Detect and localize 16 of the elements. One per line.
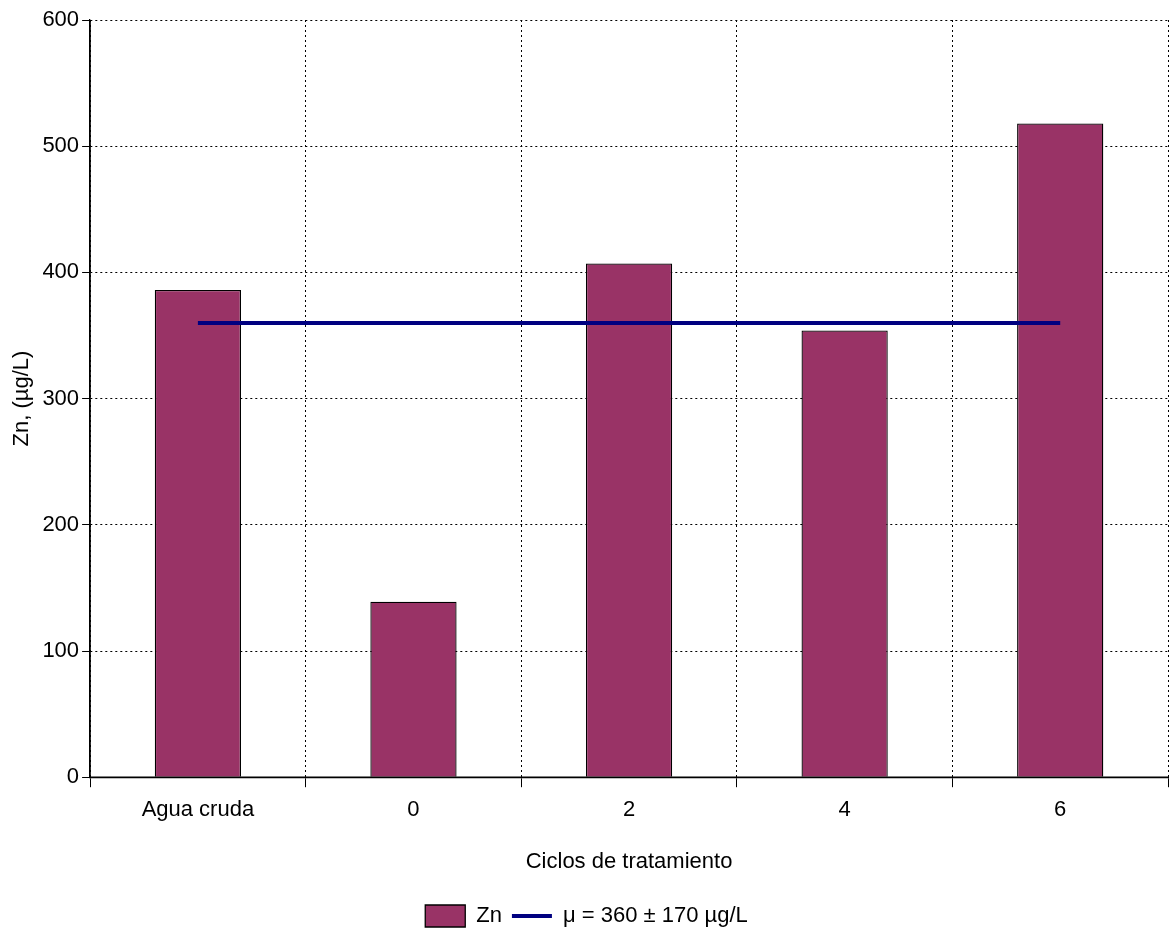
x-tick-label: 4 <box>838 796 851 822</box>
x-tick-label: Agua cruda <box>141 796 255 822</box>
y-tick-label: 200 <box>42 510 80 536</box>
x-tick-label: 0 <box>407 796 420 822</box>
y-tick-label: 600 <box>42 6 80 32</box>
y-axis-title: Zn, (µg/L) <box>8 350 34 447</box>
y-tick-label: 500 <box>42 132 80 158</box>
legend-label: μ = 360 ± 170 µg/L <box>562 902 748 928</box>
y-tick-label: 100 <box>42 637 80 663</box>
y-tick-label: 400 <box>42 258 80 284</box>
legend-label: Zn <box>476 902 502 928</box>
x-axis-title: Ciclos de tratamiento <box>525 847 733 873</box>
x-tick-label: 2 <box>622 796 636 822</box>
y-tick-label: 0 <box>66 763 80 789</box>
y-tick-label: 300 <box>42 384 80 410</box>
x-tick-label: 6 <box>1054 796 1067 822</box>
